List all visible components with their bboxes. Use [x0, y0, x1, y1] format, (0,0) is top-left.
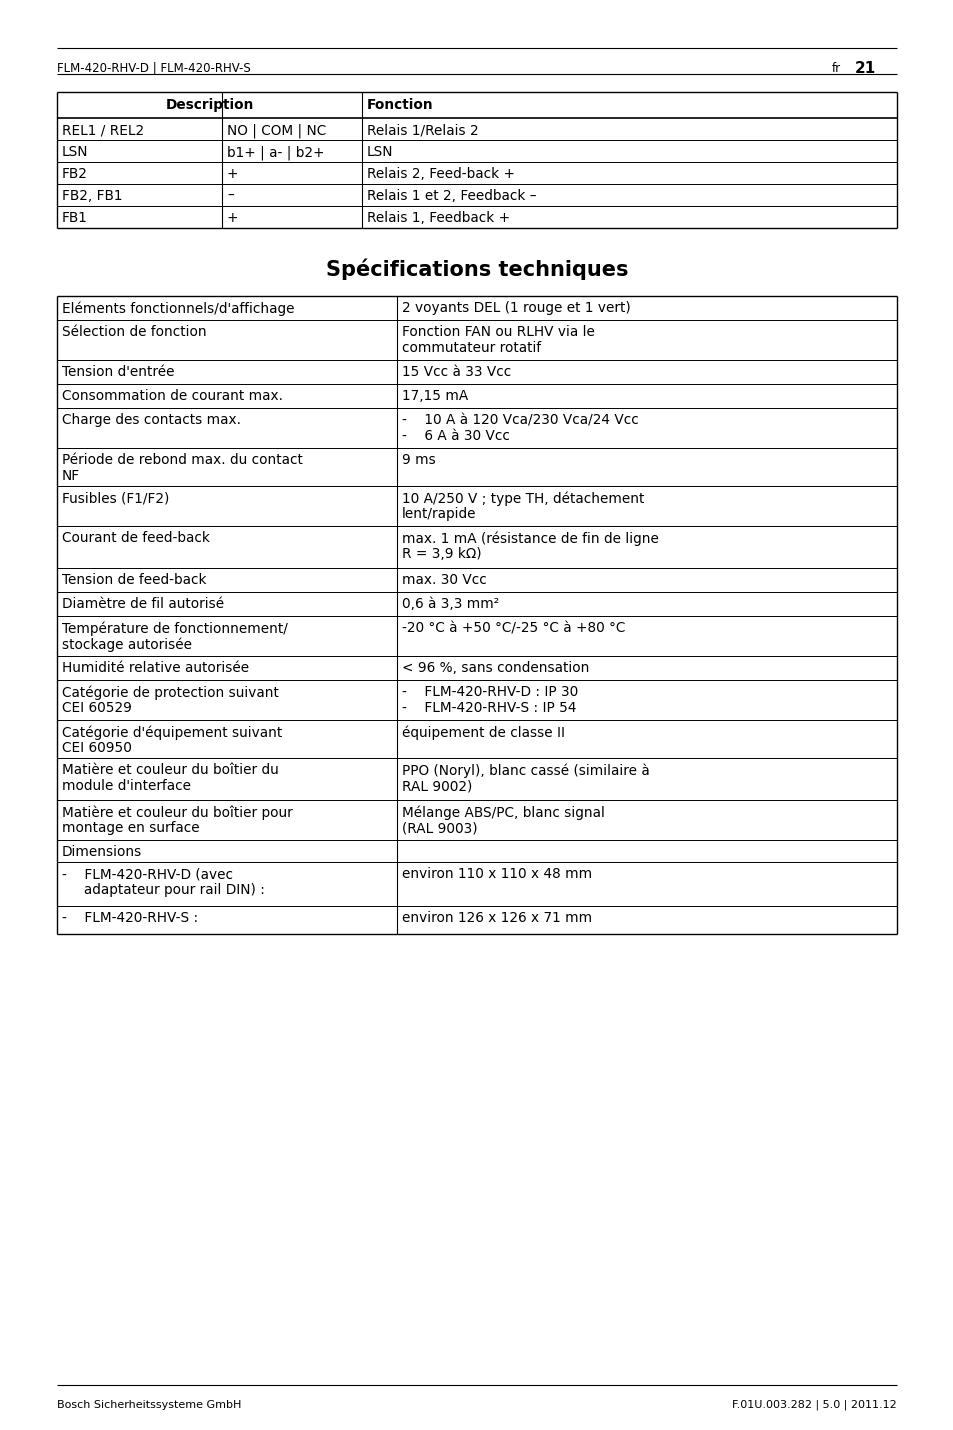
- Text: Fusibles (F1/F2): Fusibles (F1/F2): [62, 490, 170, 505]
- Text: stockage autorisée: stockage autorisée: [62, 636, 192, 652]
- Text: F.01U.003.282 | 5.0 | 2011.12: F.01U.003.282 | 5.0 | 2011.12: [732, 1400, 896, 1410]
- Text: 21: 21: [854, 61, 876, 76]
- Text: LSN: LSN: [367, 144, 393, 159]
- Text: Tension de feed-back: Tension de feed-back: [62, 573, 206, 586]
- Text: adaptateur pour rail DIN) :: adaptateur pour rail DIN) :: [62, 882, 265, 897]
- Text: Courant de feed-back: Courant de feed-back: [62, 531, 210, 545]
- Text: Relais 1, Feedback +: Relais 1, Feedback +: [367, 212, 510, 225]
- Text: REL1 / REL2: REL1 / REL2: [62, 123, 144, 137]
- Text: 2 voyants DEL (1 rouge et 1 vert): 2 voyants DEL (1 rouge et 1 vert): [401, 300, 630, 315]
- Text: -    FLM-420-RHV-D (avec: - FLM-420-RHV-D (avec: [62, 867, 233, 881]
- Text: -    FLM-420-RHV-D : IP 30: - FLM-420-RHV-D : IP 30: [401, 685, 578, 699]
- Text: Relais 2, Feed-back +: Relais 2, Feed-back +: [367, 167, 515, 182]
- Text: Catégorie de protection suivant: Catégorie de protection suivant: [62, 685, 278, 699]
- Text: Dimensions: Dimensions: [62, 845, 142, 859]
- Text: Matière et couleur du boîtier du: Matière et couleur du boîtier du: [62, 764, 278, 776]
- Text: PPO (Noryl), blanc cassé (similaire à: PPO (Noryl), blanc cassé (similaire à: [401, 764, 649, 778]
- Text: Tension d'entrée: Tension d'entrée: [62, 365, 174, 379]
- Text: Fonction: Fonction: [367, 99, 434, 112]
- Text: Température de fonctionnement/: Température de fonctionnement/: [62, 621, 288, 635]
- Text: FB2, FB1: FB2, FB1: [62, 189, 122, 203]
- Text: (RAL 9003): (RAL 9003): [401, 821, 477, 835]
- Text: Sélection de fonction: Sélection de fonction: [62, 325, 207, 339]
- Text: Consommation de courant max.: Consommation de courant max.: [62, 389, 283, 403]
- Text: +: +: [227, 212, 238, 225]
- Text: Charge des contacts max.: Charge des contacts max.: [62, 413, 241, 428]
- Text: 17,15 mA: 17,15 mA: [401, 389, 468, 403]
- Text: fr: fr: [831, 61, 841, 74]
- Text: +: +: [227, 167, 238, 182]
- Text: 9 ms: 9 ms: [401, 453, 436, 468]
- Text: b1+ | a- | b2+: b1+ | a- | b2+: [227, 144, 324, 160]
- Text: environ 126 x 126 x 71 mm: environ 126 x 126 x 71 mm: [401, 911, 592, 925]
- Text: CEI 60950: CEI 60950: [62, 741, 132, 755]
- Text: Diamètre de fil autorisé: Diamètre de fil autorisé: [62, 596, 224, 611]
- Text: 10 A/250 V ; type TH, détachement: 10 A/250 V ; type TH, détachement: [401, 490, 643, 505]
- Text: -    10 A à 120 Vca/230 Vca/24 Vcc: - 10 A à 120 Vca/230 Vca/24 Vcc: [401, 413, 639, 428]
- Text: Matière et couleur du boîtier pour: Matière et couleur du boîtier pour: [62, 805, 293, 819]
- Text: -    6 A à 30 Vcc: - 6 A à 30 Vcc: [401, 429, 509, 443]
- Text: FB2: FB2: [62, 167, 88, 182]
- Text: NO | COM | NC: NO | COM | NC: [227, 123, 326, 137]
- Text: CEI 60529: CEI 60529: [62, 701, 132, 715]
- Text: Fonction FAN ou RLHV via le: Fonction FAN ou RLHV via le: [401, 325, 595, 339]
- Text: Mélange ABS/PC, blanc signal: Mélange ABS/PC, blanc signal: [401, 805, 604, 819]
- Text: commutateur rotatif: commutateur rotatif: [401, 340, 540, 355]
- Text: max. 1 mA (résistance de fin de ligne: max. 1 mA (résistance de fin de ligne: [401, 531, 659, 545]
- Text: Bosch Sicherheitssysteme GmbH: Bosch Sicherheitssysteme GmbH: [57, 1400, 241, 1410]
- Text: FB1: FB1: [62, 212, 88, 225]
- Text: -20 °C à +50 °C/-25 °C à +80 °C: -20 °C à +50 °C/-25 °C à +80 °C: [401, 621, 625, 635]
- Text: R = 3,9 kΩ): R = 3,9 kΩ): [401, 548, 481, 561]
- Text: 0,6 à 3,3 mm²: 0,6 à 3,3 mm²: [401, 596, 498, 611]
- Text: Période de rebond max. du contact: Période de rebond max. du contact: [62, 453, 302, 468]
- Text: -    FLM-420-RHV-S : IP 54: - FLM-420-RHV-S : IP 54: [401, 701, 576, 715]
- Text: Eléments fonctionnels/d'affichage: Eléments fonctionnels/d'affichage: [62, 300, 294, 316]
- Text: montage en surface: montage en surface: [62, 821, 199, 835]
- Text: FLM-420-RHV-D | FLM-420-RHV-S: FLM-420-RHV-D | FLM-420-RHV-S: [57, 61, 251, 74]
- Text: équipement de classe II: équipement de classe II: [401, 725, 564, 739]
- Text: NF: NF: [62, 469, 80, 483]
- Text: Description: Description: [165, 99, 253, 112]
- Text: Catégorie d'équipement suivant: Catégorie d'équipement suivant: [62, 725, 282, 739]
- Text: Spécifications techniques: Spécifications techniques: [325, 257, 628, 279]
- Text: module d'interface: module d'interface: [62, 779, 191, 794]
- Text: 15 Vcc à 33 Vcc: 15 Vcc à 33 Vcc: [401, 365, 511, 379]
- Text: lent/rapide: lent/rapide: [401, 508, 476, 521]
- Text: Humidité relative autorisée: Humidité relative autorisée: [62, 661, 249, 675]
- Text: -    FLM-420-RHV-S :: - FLM-420-RHV-S :: [62, 911, 198, 925]
- Text: < 96 %, sans condensation: < 96 %, sans condensation: [401, 661, 589, 675]
- Text: Relais 1/Relais 2: Relais 1/Relais 2: [367, 123, 478, 137]
- Text: –: –: [227, 189, 233, 203]
- Text: LSN: LSN: [62, 144, 89, 159]
- Text: RAL 9002): RAL 9002): [401, 779, 472, 794]
- Text: Relais 1 et 2, Feedback –: Relais 1 et 2, Feedback –: [367, 189, 536, 203]
- Text: max. 30 Vcc: max. 30 Vcc: [401, 573, 486, 586]
- Text: environ 110 x 110 x 48 mm: environ 110 x 110 x 48 mm: [401, 867, 592, 881]
